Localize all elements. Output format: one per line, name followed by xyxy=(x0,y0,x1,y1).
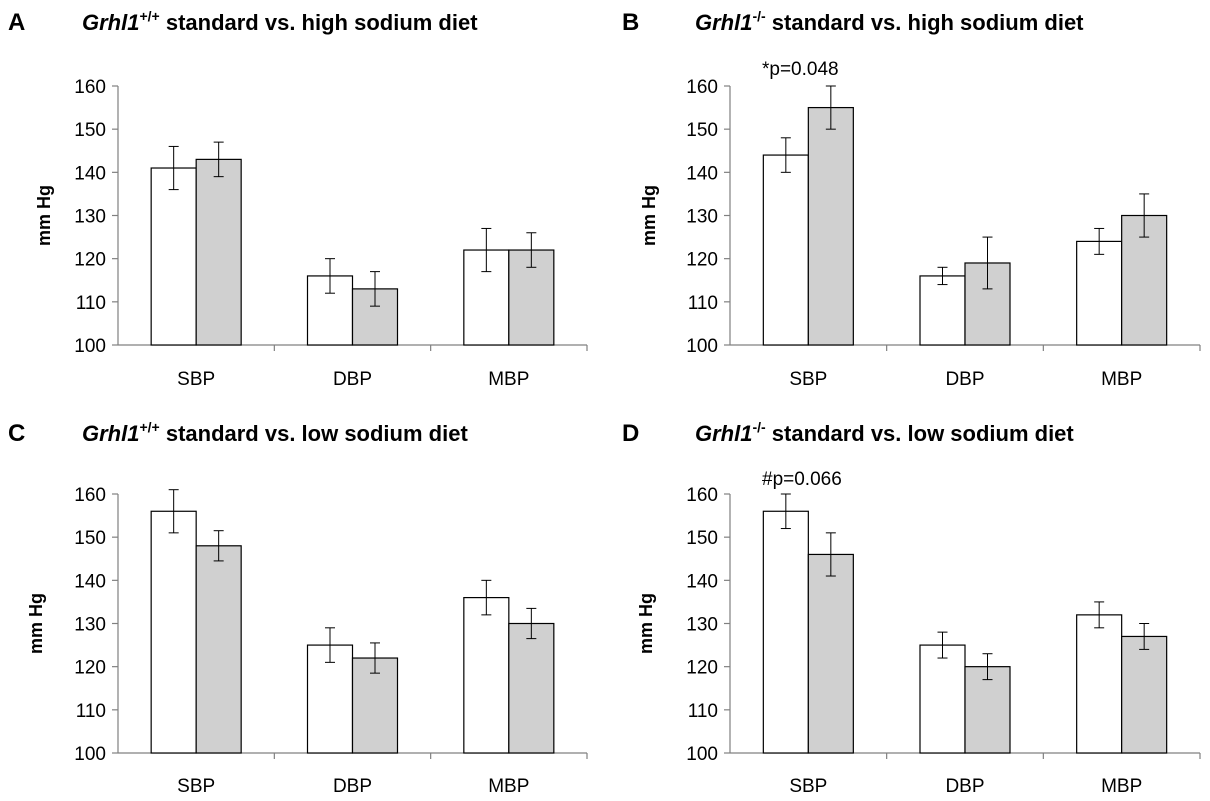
y-tick-label: 150 xyxy=(686,120,718,141)
panel-title: Grhl1+/+ standard vs. high sodium diet xyxy=(82,8,478,35)
bar-mbp-series-1 xyxy=(1076,614,1123,754)
y-tick-label: 130 xyxy=(686,207,718,228)
y-tick-label: 160 xyxy=(74,77,106,98)
bar-mbp-series-2 xyxy=(508,622,555,754)
y-tick-label: 160 xyxy=(686,485,718,506)
significance-annotation: #p=0.066 xyxy=(762,469,842,490)
x-category-label: DBP xyxy=(333,369,372,390)
y-tick-label: 120 xyxy=(74,658,106,679)
title-rest: standard vs. low sodium diet xyxy=(160,421,469,446)
y-tick-label: 100 xyxy=(74,744,106,765)
title-gene: Grhl1 xyxy=(695,421,752,446)
y-tick-label: 120 xyxy=(686,658,718,679)
x-category-label: SBP xyxy=(789,776,827,797)
title-superscript: +/+ xyxy=(139,8,159,24)
y-tick-label: 100 xyxy=(686,744,718,765)
y-tick-label: 130 xyxy=(74,207,106,228)
bar-sbp-series-2 xyxy=(195,158,242,346)
bar-sbp-series-1 xyxy=(762,154,809,346)
y-tick-label: 150 xyxy=(74,528,106,549)
bar-sbp-series-2 xyxy=(195,545,242,754)
x-category-label: SBP xyxy=(789,369,827,390)
y-axis-label: mm Hg xyxy=(639,185,659,246)
title-rest: standard vs. low sodium diet xyxy=(766,421,1075,446)
bar-mbp-series-1 xyxy=(463,596,510,754)
x-category-label: MBP xyxy=(1101,776,1142,797)
y-tick-label: 100 xyxy=(74,336,106,357)
title-superscript: +/+ xyxy=(139,419,159,435)
panel-d: D Grhl1-/- standard vs. low sodium diet mm… xyxy=(622,419,1201,797)
y-tick-label: 140 xyxy=(74,571,106,592)
x-category-label: DBP xyxy=(945,776,984,797)
bar-sbp-series-2 xyxy=(807,106,854,346)
panel-title: Grhl1-/- standard vs. high sodium diet xyxy=(695,8,1084,35)
x-category-label: MBP xyxy=(1101,369,1142,390)
y-axis-label: mm Hg xyxy=(636,593,656,654)
title-rest: standard vs. high sodium diet xyxy=(766,10,1084,35)
bar-dbp-series-1 xyxy=(919,644,966,754)
title-gene: Grhl1 xyxy=(695,10,752,35)
y-tick-label: 100 xyxy=(686,336,718,357)
y-tick-label: 150 xyxy=(686,528,718,549)
y-tick-label: 110 xyxy=(76,293,106,314)
y-tick-label: 150 xyxy=(74,120,106,141)
y-tick-label: 120 xyxy=(74,250,106,271)
bar-mbp-series-1 xyxy=(1076,240,1123,346)
panel-letter: C xyxy=(8,420,25,447)
y-tick-label: 120 xyxy=(686,250,718,271)
panel-a: A Grhl1+/+ standard vs. high sodium diet m… xyxy=(8,8,588,390)
panel-c: C Grhl1+/+ standard vs. low sodium diet mm… xyxy=(8,419,588,797)
y-axis-label: mm Hg xyxy=(34,185,54,246)
y-tick-label: 140 xyxy=(686,571,718,592)
bar-dbp-series-2 xyxy=(351,657,399,754)
x-category-label: SBP xyxy=(177,369,215,390)
panel-title: Grhl1+/+ standard vs. low sodium diet xyxy=(82,419,468,446)
y-tick-label: 140 xyxy=(74,163,106,184)
y-tick-label: 160 xyxy=(74,485,106,506)
x-category-label: DBP xyxy=(333,776,372,797)
title-rest: standard vs. high sodium diet xyxy=(160,10,478,35)
panel-b: B Grhl1-/- standard vs. high sodium diet m… xyxy=(622,8,1201,390)
panel-letter: D xyxy=(622,420,639,447)
y-tick-label: 110 xyxy=(688,293,718,314)
bar-sbp-series-2 xyxy=(807,553,854,754)
y-axis-label: mm Hg xyxy=(26,593,46,654)
bar-dbp-series-1 xyxy=(306,644,354,754)
bar-dbp-series-1 xyxy=(919,275,966,346)
y-tick-label: 130 xyxy=(74,615,106,636)
y-tick-label: 110 xyxy=(688,701,718,722)
y-tick-label: 130 xyxy=(686,615,718,636)
panel-title: Grhl1-/- standard vs. low sodium diet xyxy=(695,419,1074,446)
title-superscript: -/- xyxy=(752,8,766,24)
x-category-label: MBP xyxy=(488,776,529,797)
bar-sbp-series-1 xyxy=(150,510,197,754)
bar-sbp-series-1 xyxy=(150,167,197,346)
x-category-label: DBP xyxy=(945,369,984,390)
panel-letter: A xyxy=(8,9,25,36)
title-gene: Grhl1 xyxy=(82,10,139,35)
bar-sbp-series-1 xyxy=(762,510,809,754)
panel-letter: B xyxy=(622,9,639,36)
y-tick-label: 140 xyxy=(686,163,718,184)
bar-mbp-series-2 xyxy=(1121,635,1168,754)
y-tick-label: 160 xyxy=(686,77,718,98)
x-category-label: MBP xyxy=(488,369,529,390)
title-superscript: -/- xyxy=(752,419,766,435)
significance-annotation: *p=0.048 xyxy=(762,59,839,80)
x-category-label: SBP xyxy=(177,776,215,797)
y-tick-label: 110 xyxy=(76,701,106,722)
title-gene: Grhl1 xyxy=(82,421,139,446)
